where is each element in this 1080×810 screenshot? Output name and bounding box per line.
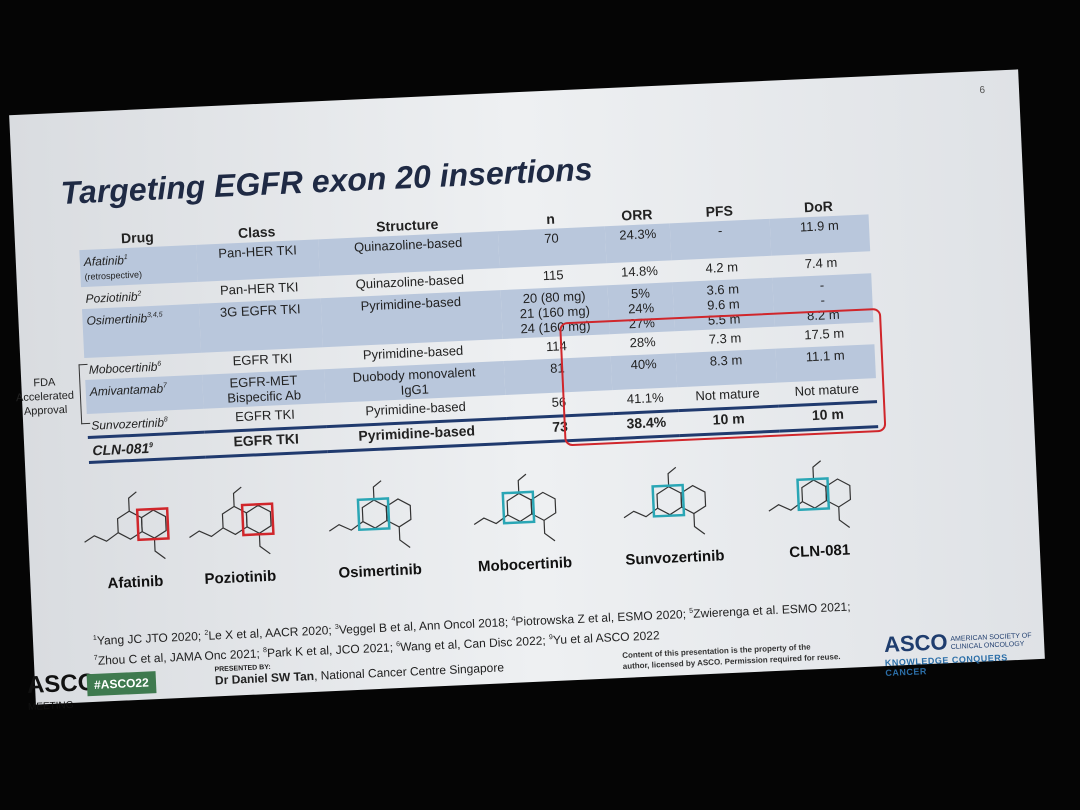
cell-line: 70	[543, 230, 560, 247]
drug-cell: Amivantamab7	[85, 374, 204, 414]
drug-name: Mobocertinib	[88, 359, 158, 377]
molecule	[473, 473, 557, 542]
cell-line: EGFR TKI	[234, 406, 296, 425]
cell: 24.3%	[604, 223, 672, 264]
drug-name: Poziotinib	[85, 289, 138, 306]
cell: 70	[497, 226, 607, 269]
drug-name: CLN-081	[92, 439, 150, 459]
structure: Afatinib	[66, 485, 201, 594]
drug-cell: CLN-0819	[87, 432, 206, 463]
society: AMERICAN SOCIETY OF CLINICAL ONCOLOGY	[950, 632, 1032, 652]
structure: CLN-081	[751, 454, 886, 563]
drug-name: Sunvozertinib	[90, 415, 165, 433]
structure-name: CLN-081	[788, 541, 851, 562]
reference-text: Wang et al, Can Disc 2022;	[399, 633, 550, 655]
structures: Afatinib Poziotinib Osimertinib Mobocertini…	[66, 454, 891, 611]
reference-mark: 2	[137, 290, 142, 298]
drug-name: Amivantamab	[89, 381, 164, 399]
reference-text: Park K et al, JCO 2021;	[266, 640, 397, 661]
reference-mark: 1	[123, 253, 128, 262]
cell-line: 24.3%	[619, 225, 657, 243]
cell: 3G EGFR TKI	[198, 298, 323, 353]
reference-mark: 9	[148, 442, 154, 450]
cell-line: Pan-HER TKI	[219, 279, 299, 298]
highlight-box	[559, 307, 887, 447]
structure: Sunvozertinib	[606, 461, 741, 570]
structure: Poziotinib	[171, 480, 306, 589]
fda-label: FDA Accelerated Approval	[15, 375, 75, 420]
asco-text: ASCO	[883, 629, 949, 658]
drug-cell: Osimertinib3,4,5	[82, 303, 202, 359]
logo-sub: MEETING	[27, 699, 74, 713]
structure-name: Poziotinib	[204, 567, 277, 588]
cell-line: 14.8%	[620, 262, 659, 280]
structure-name: Osimertinib	[338, 560, 423, 582]
cell-line: EGFR TKI	[232, 350, 293, 369]
reference-mark: 3,4,5	[146, 311, 163, 320]
slide-title: Targeting EGFR exon 20 insertions	[59, 150, 594, 211]
molecule	[768, 460, 852, 528]
cell-line: -	[717, 222, 723, 239]
reference-mark: 8	[163, 416, 168, 424]
drug-cell: Afatinib1 (retrospective)	[79, 244, 198, 288]
structure: Osimertinib	[311, 474, 446, 583]
cell-line: 11.9 m	[799, 217, 840, 235]
molecule	[189, 486, 275, 555]
cell: Pan-HER TKI	[196, 239, 320, 282]
hashtag: #ASCO22	[86, 671, 157, 697]
structure-name: Mobocertinib	[477, 554, 573, 576]
cell-line: EGFR TKI	[233, 430, 300, 450]
cell: 14.8%	[606, 260, 672, 285]
slide: 6 Targeting EGFR exon 20 insertions Drug…	[9, 69, 1045, 713]
reference-mark: 7	[162, 382, 168, 390]
cell-line: Pan-HER TKI	[218, 242, 298, 261]
molecule	[84, 491, 170, 560]
notice: Content of this presentation is the prop…	[622, 640, 841, 672]
reference-text: Yu et al ASCO 2022	[552, 628, 660, 648]
cell-line: 7.4 m	[804, 254, 838, 272]
cell: -	[670, 218, 771, 261]
reference-mark: 6	[157, 360, 162, 368]
structure: Mobocertinib	[456, 467, 591, 576]
cell-line: 3G EGFR TKI	[219, 301, 301, 320]
slide-number: 6	[979, 84, 986, 97]
drug-name: Afatinib	[83, 253, 125, 269]
cell-line: 115	[542, 267, 564, 284]
cell-line: Pyrimidine-based	[358, 422, 476, 444]
molecule	[329, 480, 412, 548]
cell-line: 4.2 m	[705, 259, 739, 276]
fda-line: Approval	[23, 403, 68, 418]
structure-name: Sunvozertinib	[624, 547, 725, 569]
molecule	[623, 466, 707, 535]
drug-name: Osimertinib	[86, 311, 148, 328]
cell: Pyrimidine-based	[320, 290, 503, 348]
asco-logo: ASCO AMERICAN SOCIETY OF CLINICAL ONCOLOGY…	[883, 625, 1045, 678]
cell: EGFR TKI	[204, 426, 328, 457]
cell: EGFR-MET Bispecific Ab	[202, 369, 326, 409]
cell: 11.9 m	[769, 214, 871, 256]
